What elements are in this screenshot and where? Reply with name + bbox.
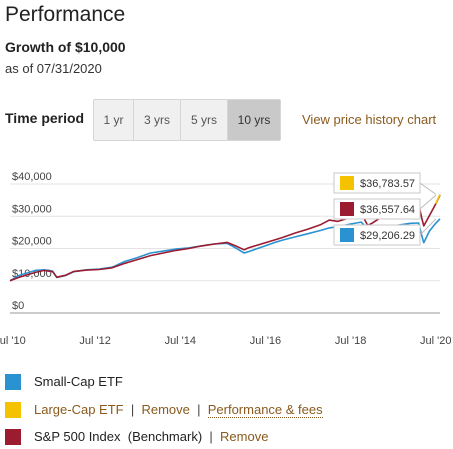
callout-swatch xyxy=(340,228,354,242)
performance-title: Performance xyxy=(5,3,126,26)
legend-item-large-cap: Large-Cap ETF | Remove | Performance & f… xyxy=(0,400,453,422)
growth-subtitle: Growth of $10,000 xyxy=(5,39,126,55)
sp500-remove-link[interactable]: Remove xyxy=(220,429,269,444)
callout-connector xyxy=(419,182,437,195)
time-period-5yrs-button[interactable]: 5 yrs xyxy=(181,100,228,140)
callout-connector xyxy=(419,218,437,236)
callout-value-label: $36,783.57 xyxy=(360,178,415,190)
small-cap-label: Small-Cap ETF xyxy=(34,374,123,389)
callout-connector xyxy=(419,194,437,210)
callout-box xyxy=(333,172,421,194)
x-tick-label: Jul '16 xyxy=(250,335,281,347)
x-axis-labels: Jul '10 Jul '12 Jul '14 Jul '16 Jul '18 Jul '… xyxy=(0,335,451,347)
x-tick-label: Jul '14 xyxy=(165,335,196,347)
time-period-1yr-button[interactable]: 1 yr xyxy=(94,100,134,140)
large-cap-label[interactable]: Large-Cap ETF xyxy=(34,402,124,417)
performance-fees-link[interactable]: Performance & fees xyxy=(207,402,323,418)
end-value-labels: $36,783.57 $36,557.64 $29,206.29 xyxy=(333,172,437,246)
callout-box xyxy=(333,198,421,220)
separator: | xyxy=(209,429,213,444)
callout-swatch xyxy=(340,202,354,216)
x-tick-label: Jul '10 xyxy=(0,335,26,347)
y-tick-label: $40,000 xyxy=(12,171,52,183)
large-cap-swatch xyxy=(5,402,21,418)
benchmark-tag: (Benchmark) xyxy=(127,429,203,444)
time-period-3yrs-button[interactable]: 3 yrs xyxy=(134,100,181,140)
series-line xyxy=(434,194,441,205)
x-tick-label: Jul '18 xyxy=(335,335,366,347)
y-axis-labels: $40,000$30,000$20,000$10,000$0 xyxy=(12,171,52,312)
y-tick-label: $30,000 xyxy=(12,203,52,215)
callout-swatch xyxy=(340,176,354,190)
large-cap-remove-link[interactable]: Remove xyxy=(141,402,190,417)
as-of-date: as of 07/31/2020 xyxy=(5,61,102,76)
sp500-label: S&P 500 Index xyxy=(34,429,121,444)
x-tick-label: Jul '12 xyxy=(79,335,110,347)
time-period-selector: 1 yr 3 yrs 5 yrs 10 yrs xyxy=(93,99,281,141)
y-tick-label: $20,000 xyxy=(12,236,52,248)
separator: | xyxy=(130,402,135,417)
small-cap-swatch xyxy=(5,374,21,390)
legend-item-small-cap: Small-Cap ETF xyxy=(0,372,453,394)
x-tick-label: Jul '20 xyxy=(420,335,451,347)
time-period-label: Time period xyxy=(5,110,85,126)
view-price-history-link[interactable]: View price history chart xyxy=(302,112,437,127)
separator: | xyxy=(197,402,201,417)
sp500-swatch xyxy=(5,429,21,445)
legend-item-sp500: S&P 500 Index (Benchmark) | Remove xyxy=(0,427,453,449)
callout-value-label: $36,557.64 xyxy=(360,204,415,216)
time-period-10yrs-button[interactable]: 10 yrs xyxy=(228,100,280,140)
growth-chart: $40,000$30,000$20,000$10,000$0 Jul '10Ju… xyxy=(0,171,451,347)
y-tick-label: $0 xyxy=(12,300,24,312)
callout-box xyxy=(333,224,421,246)
callout-value-label: $29,206.29 xyxy=(360,230,415,242)
